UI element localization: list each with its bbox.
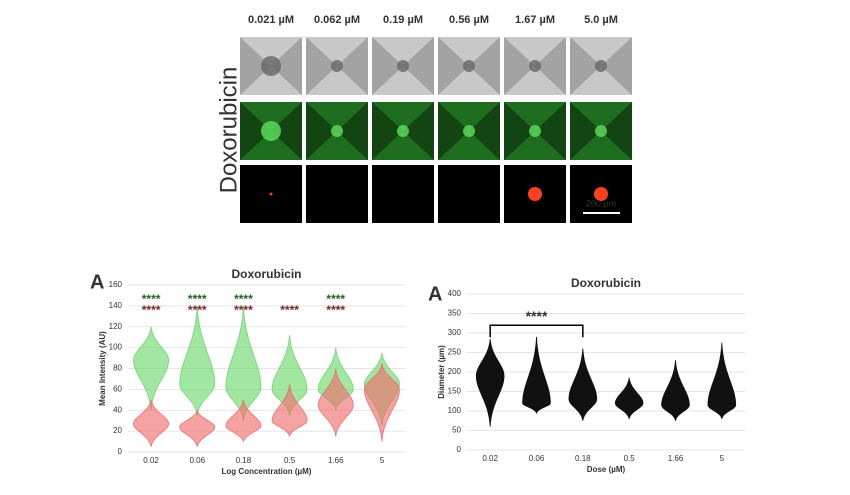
- spheroid: [528, 187, 542, 201]
- panel-letter: A: [90, 271, 104, 293]
- y-tick-label: 100: [109, 343, 123, 352]
- x-tick-label: 0.18: [236, 456, 252, 465]
- y-tick-label: 200: [448, 367, 462, 376]
- significance: ****: [188, 303, 207, 317]
- violin: [133, 399, 170, 447]
- spheroid: [529, 60, 541, 72]
- y-tick-label: 150: [448, 387, 462, 396]
- y-tick-label: 80: [113, 364, 122, 373]
- y-tick-label: 400: [448, 289, 462, 298]
- significance: ****: [280, 303, 299, 317]
- y-tick-label: 350: [448, 309, 462, 318]
- column-label: 0.56 µM: [449, 14, 489, 26]
- spheroid: [397, 125, 409, 137]
- spheroid: [331, 60, 343, 72]
- column-label: 1.67 µM: [515, 14, 555, 26]
- y-tick-label: 50: [452, 426, 461, 435]
- significance: ****: [142, 303, 161, 317]
- spheroid: [463, 60, 475, 72]
- y-axis-label: Diameter (µm): [437, 345, 446, 399]
- violin: [317, 368, 354, 437]
- x-axis-label: Log Concentration (µM): [222, 467, 312, 476]
- spheroid: [529, 125, 541, 137]
- x-tick-label: 0.18: [575, 454, 591, 463]
- spheroid: [261, 56, 281, 76]
- micrograph: [438, 165, 500, 223]
- spheroid: [595, 125, 607, 137]
- panel-letter: A: [428, 283, 442, 305]
- x-tick-label: 5: [720, 454, 725, 463]
- spheroid: [595, 60, 607, 72]
- violin: [568, 348, 598, 421]
- violin: [475, 338, 505, 427]
- violin: [133, 326, 170, 411]
- significance: ****: [142, 292, 161, 306]
- y-axis-label: Mean Intensity (AU): [98, 331, 107, 406]
- x-tick-label: 1.66: [668, 454, 684, 463]
- x-tick-label: 1.66: [328, 456, 344, 465]
- y-tick-label: 160: [109, 280, 123, 289]
- violin: [661, 360, 690, 421]
- spheroid: [397, 60, 409, 72]
- row-label: Doxorubicin: [215, 67, 242, 194]
- significance: ****: [234, 303, 253, 317]
- y-tick-label: 0: [457, 445, 462, 454]
- x-tick-label: 0.06: [529, 454, 545, 463]
- significance: ****: [326, 292, 345, 306]
- y-tick-label: 300: [448, 328, 462, 337]
- x-tick-label: 0.02: [143, 456, 159, 465]
- spheroid: [331, 125, 343, 137]
- y-tick-label: 100: [448, 406, 462, 415]
- column-label: 0.062 µM: [314, 14, 360, 26]
- x-tick-label: 0.02: [482, 454, 498, 463]
- y-tick-label: 120: [109, 322, 123, 331]
- violin: [179, 410, 216, 447]
- violin: [522, 336, 551, 415]
- violin: [271, 384, 308, 437]
- violin: [363, 363, 400, 442]
- micrograph: [372, 165, 434, 223]
- column-label: 0.19 µM: [383, 14, 423, 26]
- x-tick-label: 0.5: [624, 454, 636, 463]
- y-tick-label: 40: [113, 405, 122, 414]
- y-tick-label: 140: [109, 301, 123, 310]
- spheroid: [261, 121, 281, 141]
- spheroid: [463, 125, 475, 137]
- column-label: 0.021 µM: [248, 14, 294, 26]
- x-axis-label: Dose (µM): [587, 465, 626, 474]
- column-label: 5.0 µM: [584, 14, 618, 26]
- y-tick-label: 60: [113, 384, 122, 393]
- spheroid: [594, 187, 608, 201]
- chart-title: Doxorubicin: [231, 267, 301, 281]
- significance: ****: [234, 292, 253, 306]
- x-tick-label: 0.5: [284, 456, 296, 465]
- x-tick-label: 0.06: [189, 456, 205, 465]
- violin: [614, 377, 644, 419]
- y-tick-label: 0: [118, 447, 123, 456]
- y-tick-label: 250: [448, 348, 462, 357]
- significance: ****: [326, 303, 345, 317]
- significance: ****: [188, 292, 207, 306]
- y-tick-label: 20: [113, 426, 122, 435]
- significance: ****: [526, 308, 548, 324]
- significance-bracket: [489, 324, 584, 338]
- violin: [225, 399, 262, 442]
- violin: [179, 305, 216, 416]
- scale-bar-label: 200 µm: [586, 198, 616, 208]
- spheroid: [269, 192, 273, 196]
- chart-title: Doxorubicin: [571, 276, 641, 290]
- x-tick-label: 5: [380, 456, 385, 465]
- violin: [707, 342, 737, 419]
- micrograph: [306, 165, 368, 223]
